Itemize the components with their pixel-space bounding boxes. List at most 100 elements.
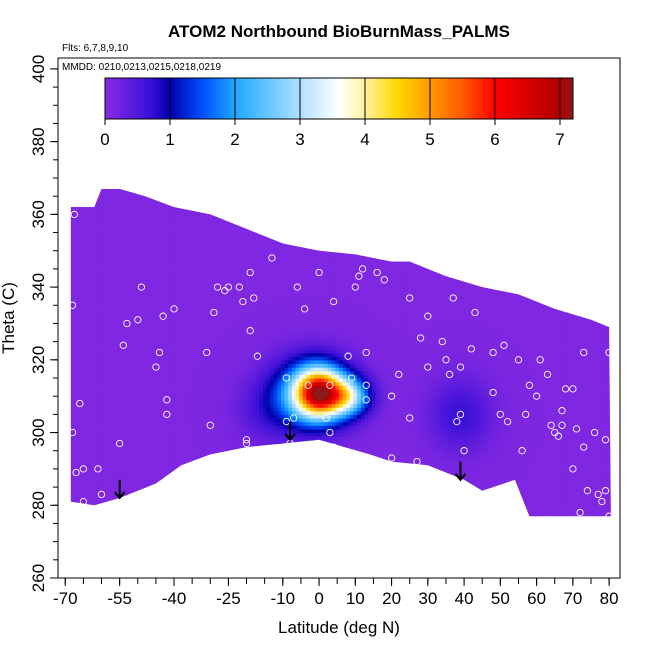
heatmap-cell [498, 418, 503, 423]
heatmap-cell [77, 476, 83, 481]
heatmap-cell [585, 468, 590, 474]
heatmap-cell [299, 465, 304, 470]
heatmap-cell [175, 505, 180, 510]
heatmap-cell [88, 461, 93, 466]
heatmap-cell [433, 418, 438, 423]
heatmap-cell [175, 490, 180, 495]
heatmap-cell [589, 450, 594, 455]
heatmap-cell [600, 494, 605, 499]
heatmap-cell [339, 436, 344, 441]
heatmap-cell [266, 458, 271, 463]
heatmap-cell [252, 476, 257, 481]
heatmap-cell [277, 476, 282, 481]
heatmap-cell [190, 508, 195, 514]
heatmap-cell [462, 512, 467, 517]
heatmap-cell [436, 450, 442, 455]
heatmap-cell [571, 436, 576, 441]
heatmap-cell [252, 410, 257, 415]
heatmap-cell [226, 508, 231, 514]
heatmap-cell [175, 454, 180, 459]
heatmap-cell [262, 468, 268, 474]
heatmap-cell [429, 483, 434, 488]
heatmap-cell [516, 498, 521, 503]
heatmap-cell [469, 428, 474, 434]
heatmap-cell [302, 465, 307, 470]
heatmap-cell [88, 508, 93, 514]
heatmap-cell [114, 494, 119, 499]
heatmap-cell [415, 425, 420, 430]
heatmap-cell [121, 508, 126, 514]
heatmap-cell [179, 421, 184, 426]
heatmap-cell [418, 403, 423, 408]
heatmap-cell [310, 421, 315, 426]
heatmap-cell [106, 461, 112, 466]
heatmap-cell [549, 501, 554, 506]
heatmap-cell [233, 428, 239, 434]
heatmap-cell [85, 483, 90, 488]
heatmap-cell [99, 454, 104, 459]
heatmap-cell [110, 501, 115, 506]
heatmap-cell [527, 418, 532, 423]
heatmap-cell [418, 425, 423, 430]
heatmap-cell [179, 428, 184, 434]
heatmap-cell [204, 407, 209, 412]
heatmap-cell [407, 436, 413, 441]
heatmap-cell [103, 450, 108, 455]
heatmap-cell [128, 483, 133, 488]
heatmap-cell [161, 479, 166, 484]
heatmap-cell [310, 414, 315, 419]
heatmap-cell [291, 436, 297, 441]
heatmap-cell [404, 490, 409, 495]
heatmap-cell [607, 414, 611, 419]
heatmap-cell [473, 490, 478, 495]
heatmap-cell [183, 396, 188, 401]
heatmap-cell [143, 439, 148, 444]
heatmap-cell [117, 421, 122, 426]
heatmap-cell [117, 428, 122, 434]
heatmap-cell [190, 490, 195, 495]
heatmap-cell [128, 414, 133, 419]
heatmap-cell [175, 498, 180, 503]
heatmap-cell [509, 450, 514, 455]
heatmap-cell [531, 428, 536, 434]
heatmap-cell [96, 501, 101, 506]
heatmap-cell [106, 439, 112, 444]
heatmap-cell [331, 410, 336, 415]
heatmap-cell [476, 432, 481, 437]
heatmap-cell [480, 461, 485, 466]
heatmap-cell [422, 487, 427, 492]
heatmap-cell [585, 461, 590, 466]
heatmap-cell [563, 447, 568, 452]
heatmap-cell [92, 450, 97, 455]
heatmap-cell [393, 505, 398, 510]
heatmap-cell [146, 418, 151, 423]
heatmap-cell [324, 418, 329, 423]
heatmap-cell [121, 465, 126, 470]
heatmap-cell [451, 498, 456, 503]
heatmap-cell [404, 454, 409, 459]
heatmap-cell [581, 498, 587, 503]
heatmap-cell [498, 454, 503, 459]
heatmap-cell [172, 468, 177, 474]
heatmap-cell [455, 436, 460, 441]
heatmap-cell [505, 472, 510, 477]
heatmap-cell [404, 450, 409, 455]
heatmap-cell [534, 508, 539, 514]
heatmap-cell [252, 512, 257, 517]
heatmap-cell [444, 407, 449, 412]
heatmap-cell [368, 458, 373, 463]
heatmap-cell [302, 439, 307, 444]
heatmap-cell [288, 458, 293, 463]
heatmap-cell [96, 487, 101, 492]
heatmap-cell [233, 403, 239, 408]
heatmap-cell [407, 450, 413, 455]
heatmap-cell [386, 414, 391, 419]
heatmap-cell [462, 407, 467, 412]
heatmap-cell [542, 418, 547, 423]
heatmap-cell [411, 403, 416, 408]
heatmap-cell [342, 425, 347, 430]
heatmap-cell [400, 479, 405, 484]
heatmap-cell [85, 458, 90, 463]
heatmap-cell [88, 425, 93, 430]
heatmap-cell [447, 450, 452, 455]
